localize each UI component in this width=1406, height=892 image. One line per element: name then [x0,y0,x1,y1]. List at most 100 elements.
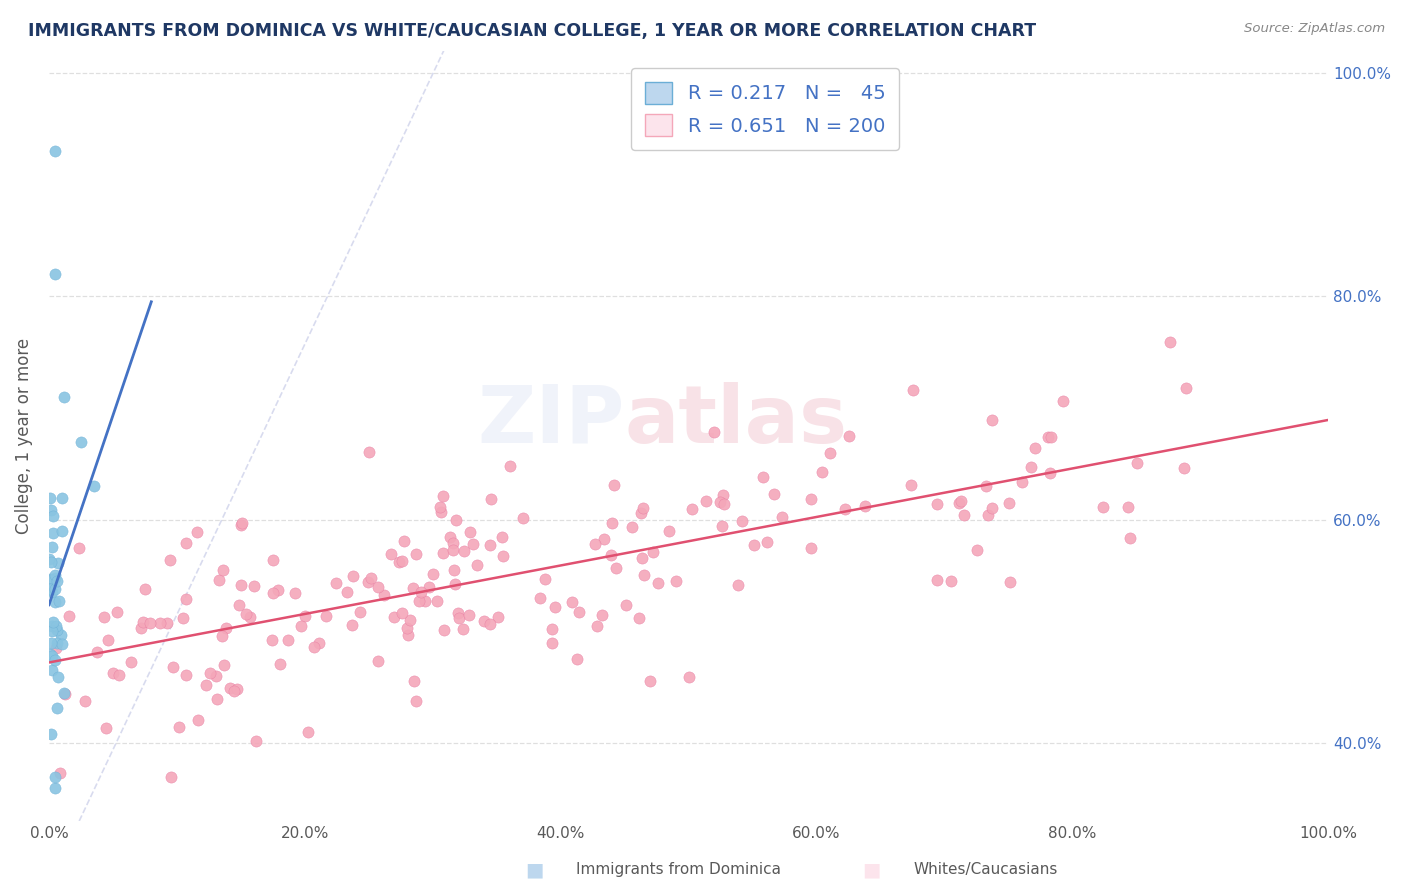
Point [73,693,96,707]
Point [269,657,291,672]
Point [544,600,567,615]
Point [70,434,93,449]
Point [713,497,735,511]
Point [980,501,1002,516]
Point [711,488,734,502]
Point [284,586,307,600]
Point [541,622,564,636]
Point [599,548,621,562]
Point [529,591,551,605]
Point [51,524,73,539]
Point [1039,430,1062,444]
Point [633,567,655,582]
Point [120,655,142,669]
Point [162,659,184,673]
Point [426,594,449,608]
Point [132,615,155,629]
Point [703,425,725,439]
Point [394,534,416,549]
Point [742,538,765,552]
Point [159,553,181,567]
Point [627,611,650,625]
Point [998,496,1021,510]
Point [156,615,179,630]
Point [260,632,283,647]
Point [834,501,856,516]
Point [647,575,669,590]
Legend: R = 0.217   N =   45, R = 0.651   N = 200: R = 0.217 N = 45, R = 0.651 N = 200 [631,68,900,150]
Point [44,568,66,582]
Point [512,511,534,525]
Point [763,487,786,501]
Point [433,623,456,637]
Point [367,654,389,668]
Text: Whites/Caucasians: Whites/Caucasians [914,863,1059,877]
Point [621,520,644,534]
Point [901,383,924,397]
Point [583,537,606,551]
Point [1039,466,1062,480]
Point [340,617,363,632]
Point [103,666,125,681]
Point [308,636,330,650]
Point [711,519,734,533]
Point [853,499,876,513]
Point [467,558,489,572]
Point [93,609,115,624]
Point [44,267,66,281]
Point [41,573,63,587]
Point [709,495,731,509]
Point [325,576,347,591]
Point [404,674,426,689]
Point [39,582,62,597]
Point [976,508,998,523]
Point [41,619,63,633]
Point [966,543,988,558]
Point [367,580,389,594]
Point [949,493,972,508]
Point [262,585,284,599]
Point [97,633,120,648]
Point [695,493,717,508]
Point [838,429,860,443]
Point [107,606,129,620]
Point [44,145,66,159]
Point [225,682,247,697]
Point [998,574,1021,589]
Point [948,496,970,510]
Point [396,621,419,635]
Point [665,574,688,589]
Point [211,629,233,643]
Point [44,595,66,609]
Point [430,505,453,519]
Point [568,605,591,619]
Point [357,574,380,589]
Point [461,537,484,551]
Point [1019,460,1042,475]
Point [941,574,963,588]
Point [488,610,510,624]
Point [44,571,66,585]
Point [631,501,654,516]
Point [172,611,194,625]
Point [139,615,162,630]
Point [245,734,267,748]
Point [48,556,70,570]
Point [41,525,63,540]
Point [492,549,515,564]
Point [86,645,108,659]
Point [41,585,63,599]
Point [44,780,66,795]
Point [418,580,440,594]
Point [974,479,997,493]
Point [42,615,65,630]
Point [591,607,613,622]
Point [640,674,662,689]
Point [432,489,454,503]
Point [413,594,436,608]
Point [1091,500,1114,515]
Point [229,578,252,592]
Point [174,536,197,550]
Point [1175,381,1198,395]
Point [53,390,76,404]
